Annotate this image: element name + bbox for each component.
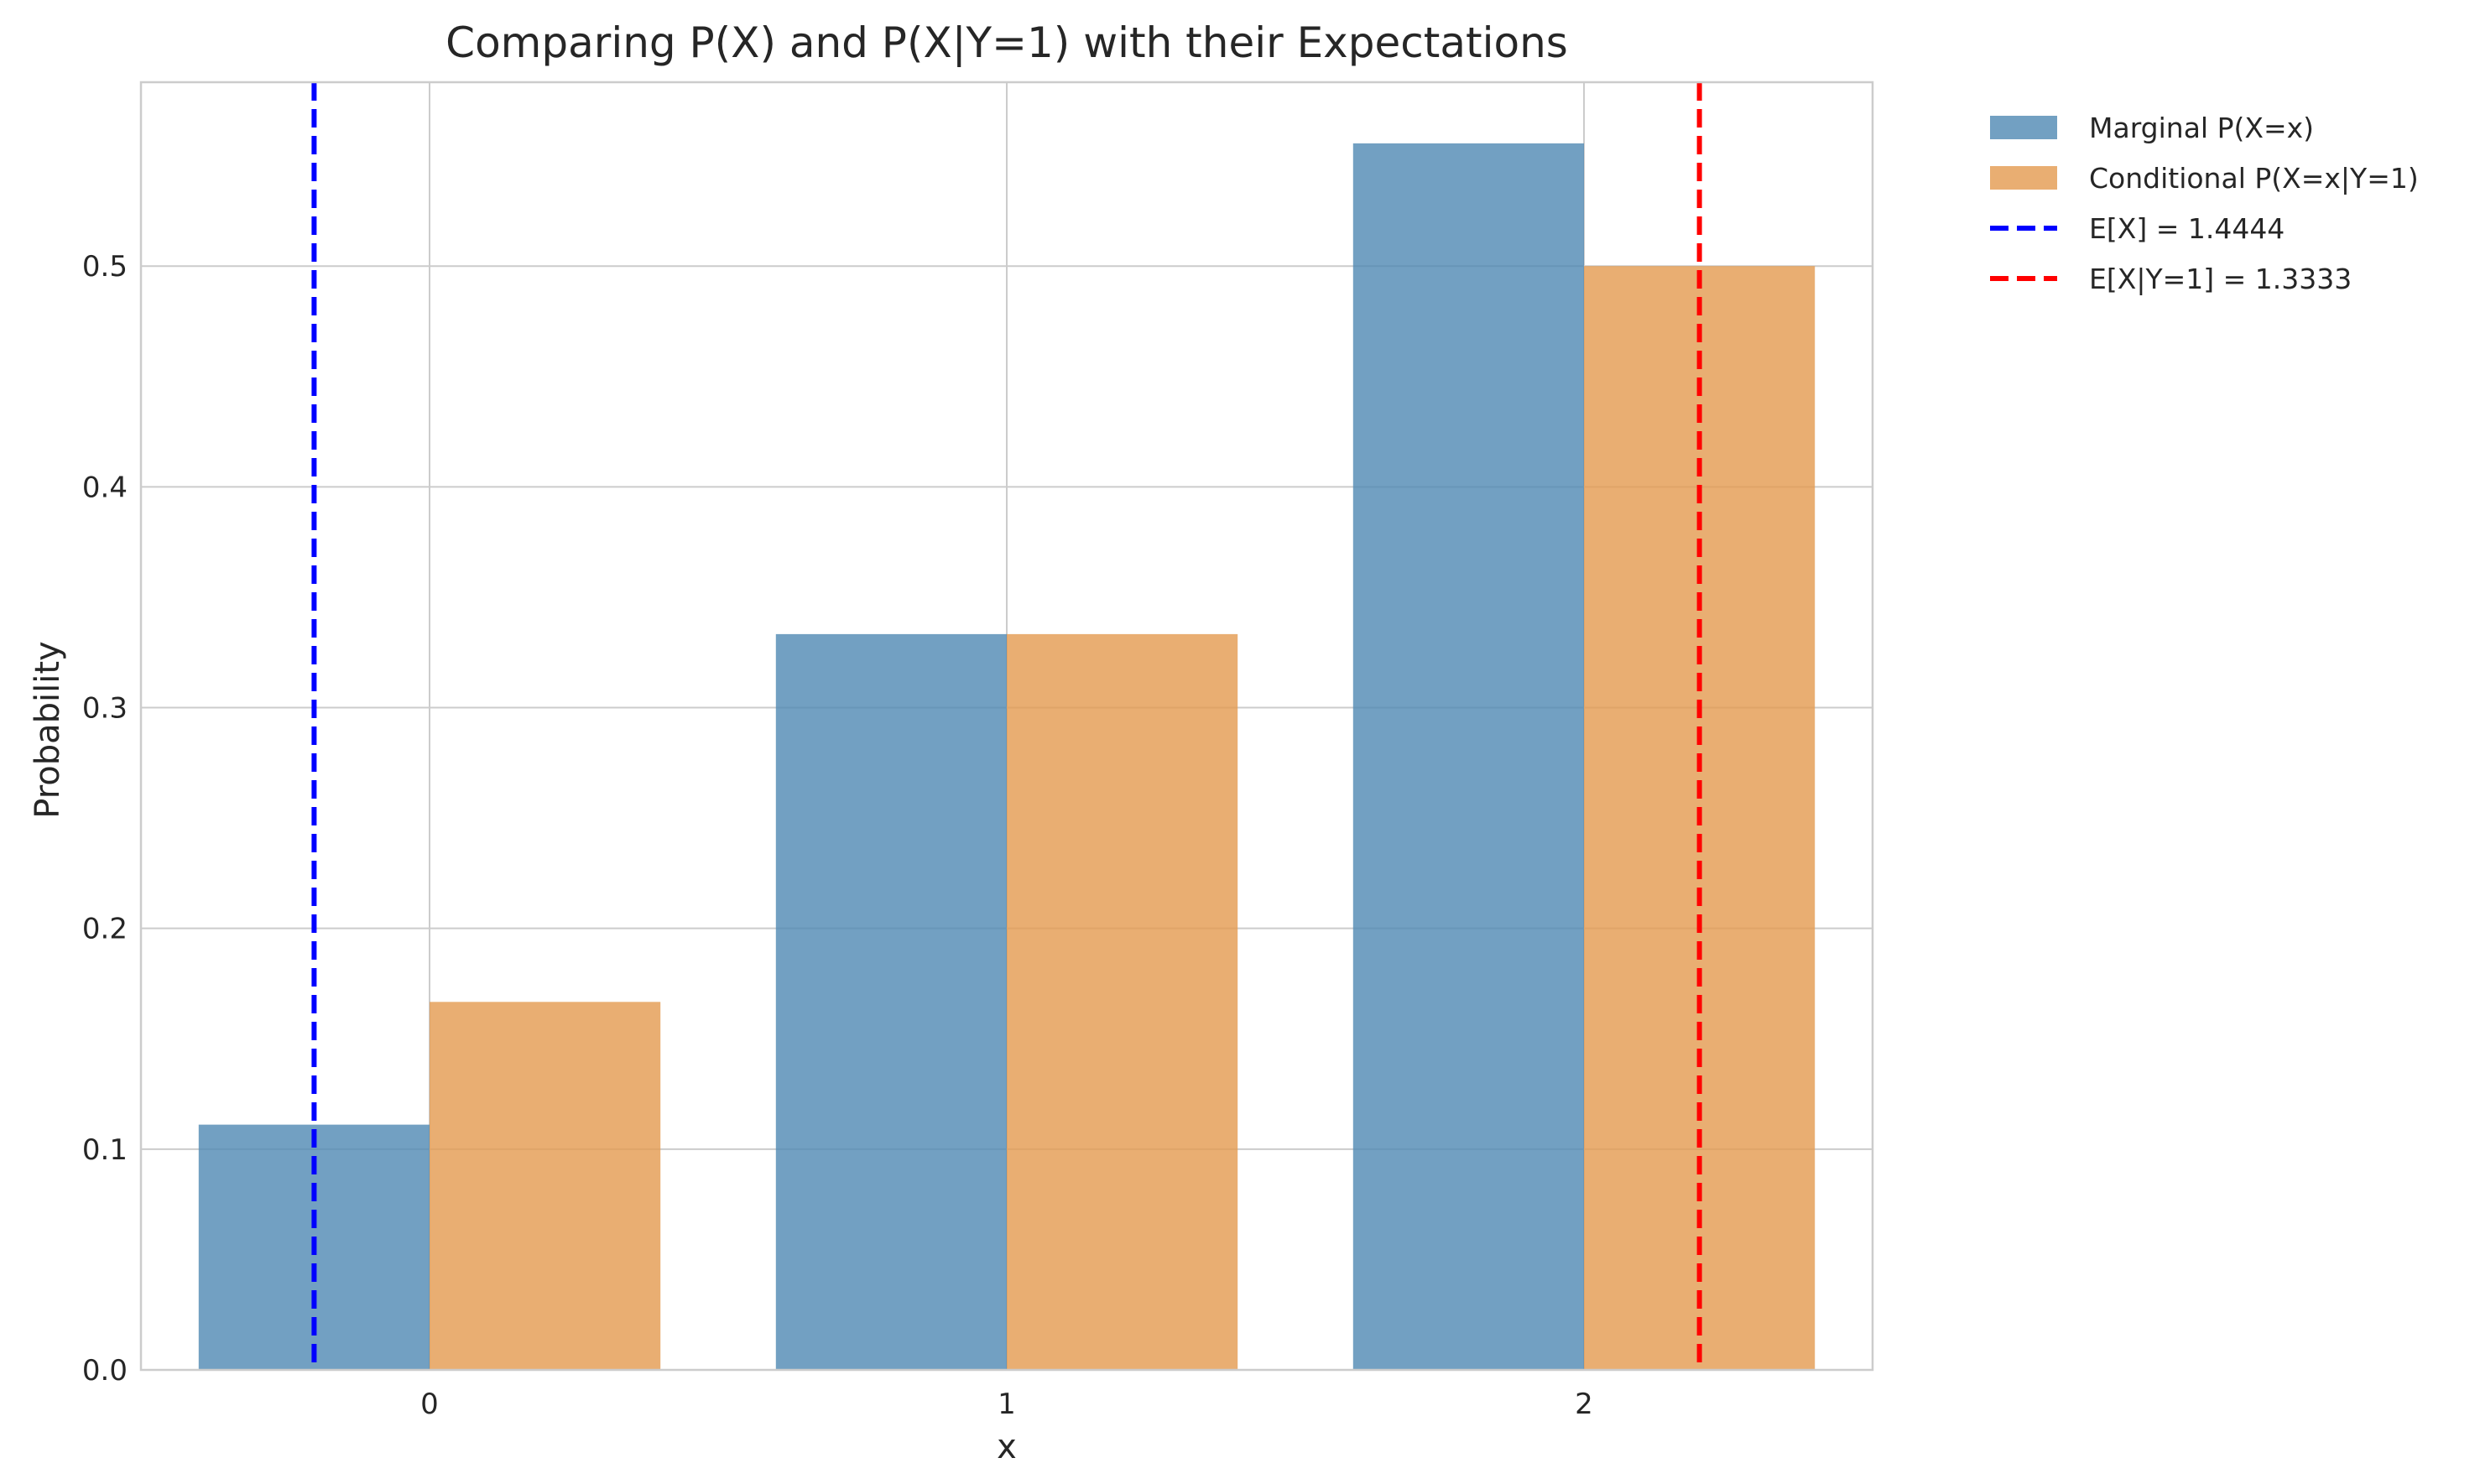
x-tick-labels: 0 1 2 [420, 1388, 1593, 1421]
y-tick-label: 0.0 [82, 1354, 128, 1388]
x-tick-label: 0 [420, 1388, 439, 1421]
y-axis-label: Probability [29, 641, 67, 818]
bar-marginal [775, 633, 1007, 1370]
legend-swatch [1990, 166, 2057, 190]
bar-marginal [1352, 143, 1584, 1370]
y-tick-label: 0.3 [82, 692, 128, 726]
x-tick-label: 1 [998, 1388, 1016, 1421]
legend: Marginal P(X=x) Conditional P(X=x|Y=1) E[X… [1990, 112, 2419, 295]
y-tick-label: 0.1 [82, 1133, 128, 1167]
y-tick-label: 0.4 [82, 471, 128, 504]
x-tick-label: 2 [1575, 1388, 1593, 1421]
legend-label: Conditional P(X=x|Y=1) [2089, 162, 2419, 195]
plot-frame [139, 81, 1874, 1372]
bar-conditional [1007, 633, 1238, 1370]
chart-title: Comparing P(X) and P(X|Y=1) with their E… [445, 18, 1568, 67]
bar-conditional [430, 1002, 661, 1370]
legend-label: E[X|Y=1] = 1.3333 [2089, 263, 2352, 295]
x-axis-label: x [997, 1428, 1017, 1466]
legend-label: E[X] = 1.4444 [2089, 212, 2285, 245]
y-tick-label: 0.5 [82, 250, 128, 284]
y-tick-labels: 0.0 0.1 0.2 0.3 0.4 0.5 [82, 250, 128, 1388]
legend-swatch [1990, 116, 2057, 139]
y-tick-label: 0.2 [82, 913, 128, 946]
legend-label: Marginal P(X=x) [2089, 112, 2314, 144]
